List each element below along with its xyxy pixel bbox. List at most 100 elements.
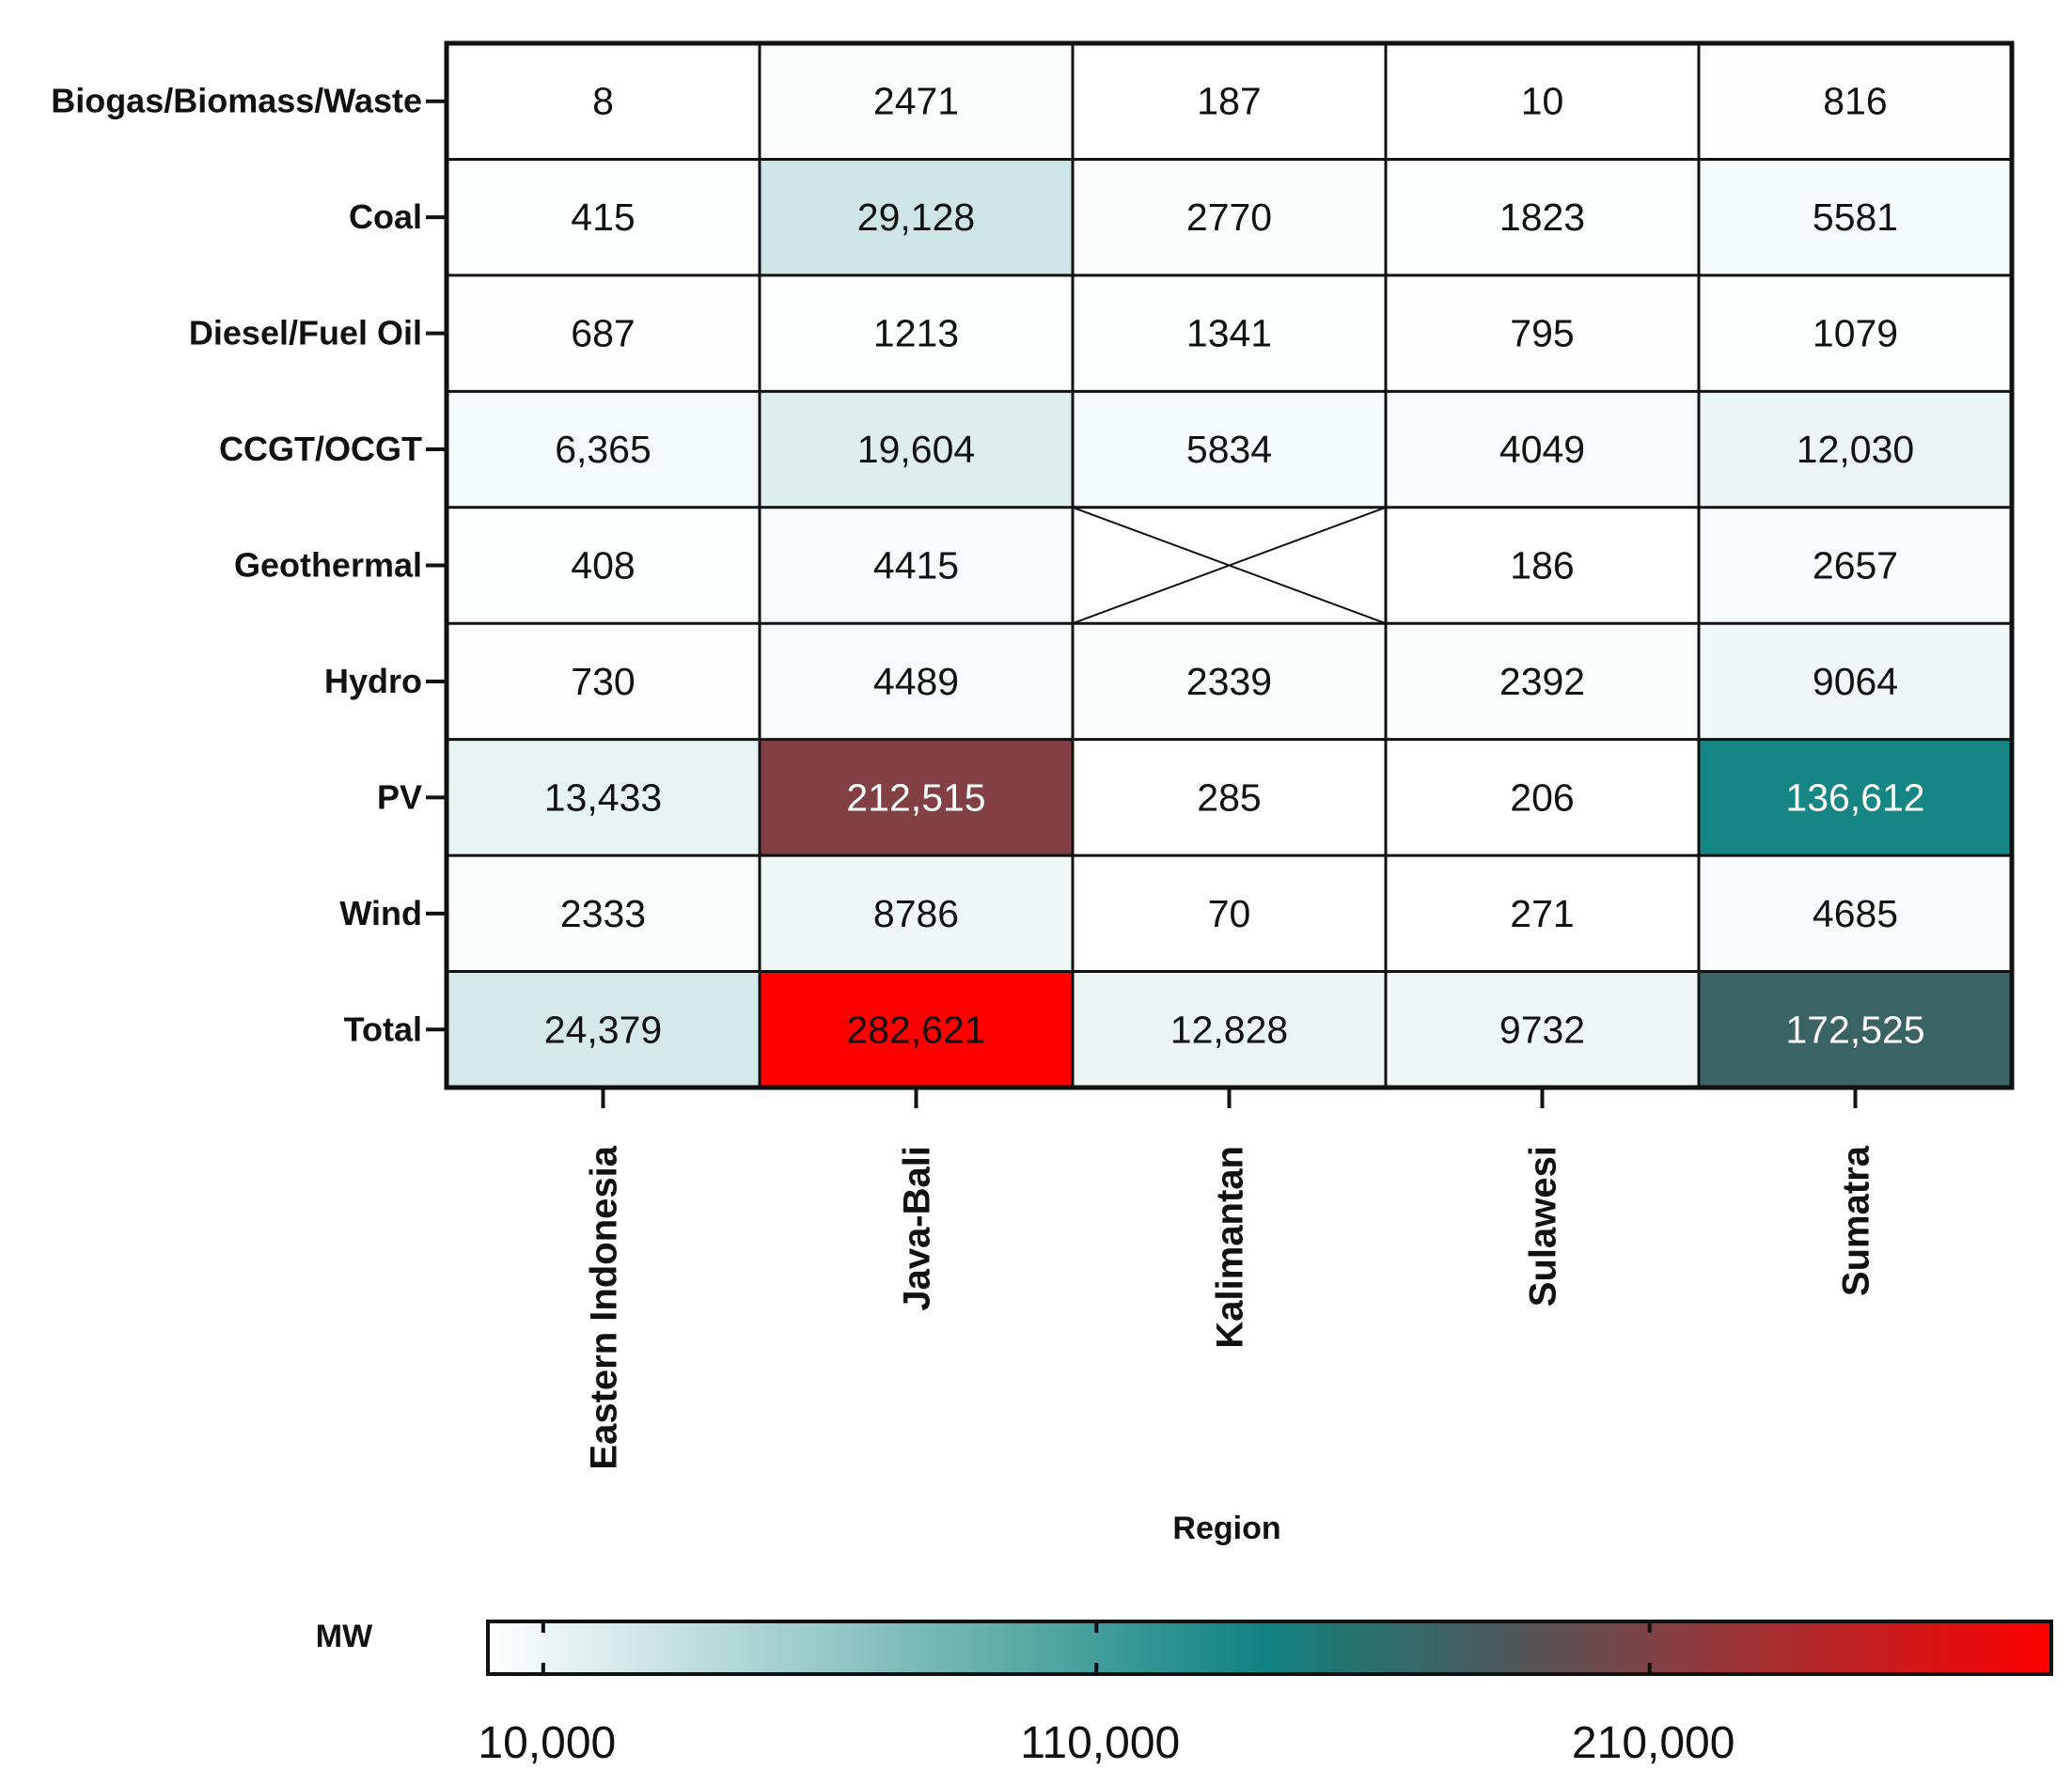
cell-total-sumatra — [1699, 971, 2012, 1088]
cell-pv-sulawesi — [1386, 739, 1699, 856]
cell-wind-java-bali — [760, 855, 1073, 972]
cell-wind-sulawesi — [1386, 855, 1699, 972]
cell-geothermal-sulawesi — [1386, 507, 1699, 624]
cell-value-label: 70 — [1208, 892, 1251, 935]
cell-values-layer: 8 2471 187 10 816 415 29,128 2770 1823 5581 687 121… — [544, 80, 1925, 1052]
cell-value-label: 8 — [592, 80, 614, 123]
cell-coal-sumatra — [1699, 159, 2012, 275]
cell-value-label: 12,828 — [1170, 1008, 1288, 1051]
cell-value-label: 5834 — [1186, 428, 1272, 471]
row-label-total: Total — [344, 1010, 422, 1048]
cell-ccgt-ocgt-sumatra — [1699, 391, 2012, 508]
row-label-hydro: Hydro — [324, 662, 422, 700]
cell-diesel-fuel-oil-sulawesi — [1386, 274, 1699, 392]
column-label-kalimantan: Kalimantan — [1210, 1146, 1251, 1349]
cell-ccgt-ocgt-eastern-indonesia — [447, 391, 760, 508]
cell-total-eastern-indonesia — [447, 971, 760, 1088]
column-label-eastern-indonesia: Eastern Indonesia — [584, 1145, 625, 1469]
cells-layer — [447, 43, 2012, 1088]
cell-value-label: 5581 — [1813, 196, 1898, 239]
cell-value-label: 4685 — [1813, 892, 1898, 935]
cell-value-label: 2333 — [560, 892, 646, 935]
cell-value-label: 4049 — [1499, 428, 1585, 471]
cell-value-label: 2392 — [1499, 660, 1585, 703]
cell-value-label: 6,365 — [555, 428, 651, 471]
cell-geothermal-eastern-indonesia — [447, 507, 760, 624]
cell-value-label: 4489 — [873, 660, 959, 703]
x-axis-title: Region — [1172, 1511, 1280, 1546]
cell-value-label: 136,612 — [1785, 775, 1924, 819]
row-axis: Biogas/Biomass/Waste Coal Diesel/Fuel Oil C… — [51, 82, 447, 1048]
cell-wind-kalimantan — [1073, 855, 1386, 972]
row-label-diesel-fuel-oil: Diesel/Fuel Oil — [189, 314, 422, 352]
cell-value-label: 29,128 — [857, 196, 975, 239]
row-label-pv: PV — [377, 777, 422, 816]
cell-hydro-sumatra — [1699, 623, 2012, 740]
cell-biogas-biomass-waste-sumatra — [1699, 43, 2012, 160]
colorbar — [486, 1620, 2053, 1676]
cell-diesel-fuel-oil-java-bali — [760, 274, 1073, 392]
cell-value-label: 795 — [1510, 312, 1574, 355]
cell-value-label: 2471 — [873, 80, 959, 123]
cell-total-kalimantan — [1073, 971, 1386, 1088]
missing-cell-cross-line — [1072, 506, 1387, 625]
cell-value-label: 687 — [571, 312, 635, 355]
cell-coal-java-bali — [760, 159, 1073, 275]
cell-value-label: 1079 — [1813, 312, 1898, 355]
colorbar-tick-label: 210,000 — [1572, 1718, 1735, 1768]
cell-coal-eastern-indonesia — [447, 159, 760, 275]
cell-value-label: 816 — [1823, 80, 1887, 123]
cell-value-label: 172,525 — [1785, 1008, 1924, 1051]
cell-ccgt-ocgt-kalimantan — [1073, 391, 1386, 508]
row-label-geothermal: Geothermal — [234, 546, 422, 585]
cell-coal-sulawesi — [1386, 159, 1699, 275]
cell-value-label: 8786 — [873, 892, 959, 935]
cell-pv-kalimantan — [1073, 739, 1386, 856]
cell-value-label: 415 — [571, 196, 635, 239]
cell-ccgt-ocgt-java-bali — [760, 391, 1073, 508]
row-label-biogas-biomass-waste: Biogas/Biomass/Waste — [51, 82, 422, 120]
cell-value-label: 186 — [1510, 544, 1574, 587]
cell-coal-kalimantan — [1073, 159, 1386, 275]
cell-value-label: 4415 — [873, 544, 959, 587]
cell-hydro-java-bali — [760, 623, 1073, 740]
cell-value-label: 10 — [1521, 80, 1564, 123]
cell-value-label: 2770 — [1186, 196, 1272, 239]
cell-pv-eastern-indonesia — [447, 739, 760, 856]
cell-ccgt-ocgt-sulawesi — [1386, 391, 1699, 508]
column-label-sumatra: Sumatra — [1836, 1145, 1877, 1296]
cell-value-label: 1341 — [1186, 312, 1272, 355]
colorbar-tick-label: 110,000 — [1020, 1718, 1180, 1768]
cell-pv-sumatra — [1699, 739, 2012, 856]
cell-total-sulawesi — [1386, 971, 1699, 1088]
cell-value-label: 9732 — [1499, 1008, 1585, 1051]
cell-geothermal-sumatra — [1699, 507, 2012, 624]
cell-value-label: 13,433 — [544, 775, 662, 819]
row-label-ccgt-ocgt: CCGT/OCGT — [219, 430, 422, 468]
colorbar-tick-label: 10,000 — [478, 1718, 616, 1768]
cell-value-label: 271 — [1510, 892, 1574, 935]
cell-value-label: 206 — [1510, 775, 1574, 819]
cell-value-label: 1823 — [1499, 196, 1585, 239]
cell-value-label: 9064 — [1813, 660, 1898, 703]
cell-value-label: 408 — [571, 544, 635, 587]
cell-value-label: 212,515 — [846, 775, 985, 819]
cell-geothermal-java-bali — [760, 507, 1073, 624]
cell-value-label: 2339 — [1186, 660, 1272, 703]
cell-value-label: 285 — [1197, 775, 1261, 819]
cell-value-label: 187 — [1197, 80, 1261, 123]
cell-biogas-biomass-waste-eastern-indonesia — [447, 43, 760, 160]
colorbar-title: MW — [316, 1619, 373, 1654]
cell-wind-sumatra — [1699, 855, 2012, 972]
cell-diesel-fuel-oil-eastern-indonesia — [447, 274, 760, 392]
cell-value-label: 1213 — [873, 312, 959, 355]
cell-biogas-biomass-waste-java-bali — [760, 43, 1073, 160]
cell-value-label: 730 — [571, 660, 635, 703]
cell-pv-java-bali — [760, 739, 1073, 856]
column-label-sulawesi: Sulawesi — [1523, 1146, 1564, 1307]
cell-value-label: 12,030 — [1797, 428, 1914, 471]
column-label-java-bali: Java-Bali — [897, 1146, 938, 1311]
cell-hydro-kalimantan — [1073, 623, 1386, 740]
cell-biogas-biomass-waste-kalimantan — [1073, 43, 1386, 160]
